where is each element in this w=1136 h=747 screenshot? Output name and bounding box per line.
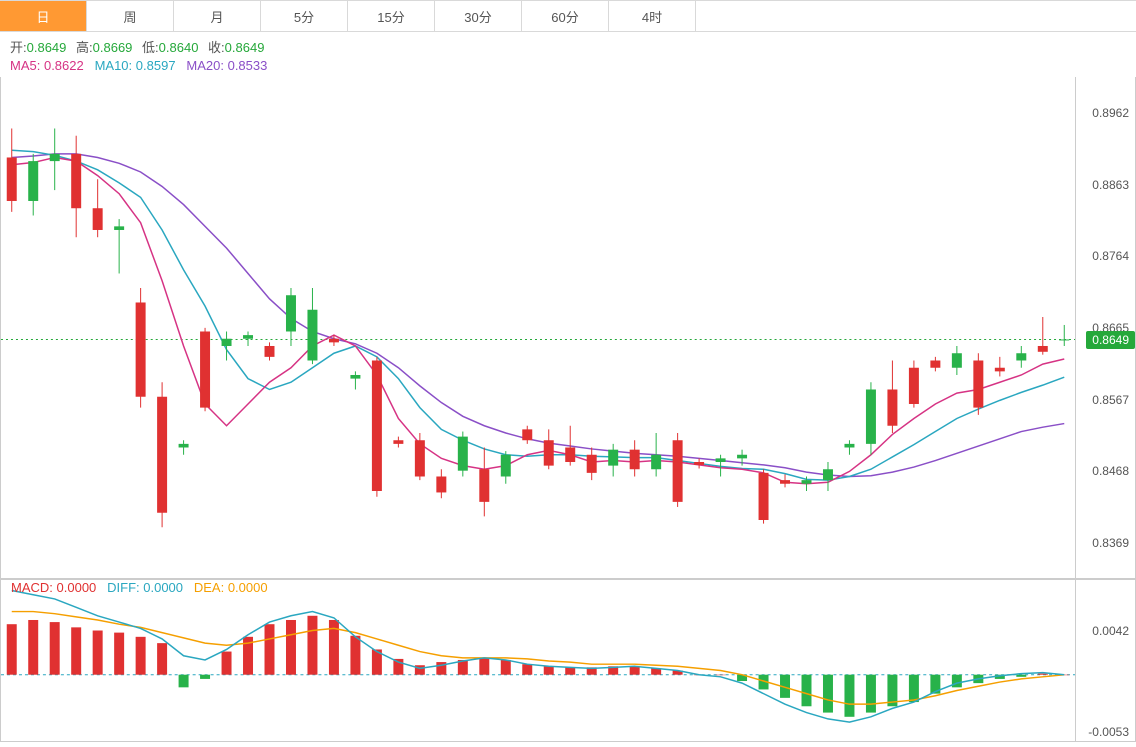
diff-value: 0.0000: [143, 580, 183, 595]
timeframe-tab[interactable]: 日: [0, 1, 87, 31]
diff-label: DIFF:: [107, 580, 140, 595]
y-tick: -0.0053: [1088, 725, 1129, 739]
timeframe-tab[interactable]: 60分: [522, 1, 609, 31]
low-label: 低:: [142, 40, 159, 55]
y-tick: 0.8863: [1092, 178, 1129, 192]
y-tick: 0.8764: [1092, 249, 1129, 263]
open-label: 开:: [10, 40, 27, 55]
dea-value: 0.0000: [228, 580, 268, 595]
ma5-value: 0.8622: [44, 58, 84, 73]
macd-label: MACD:: [11, 580, 53, 595]
candlestick-plot[interactable]: [1, 77, 1075, 578]
ma20-value: 0.8533: [228, 58, 268, 73]
ma20-label: MA20:: [186, 58, 224, 73]
ma5-label: MA5:: [10, 58, 40, 73]
low-value: 0.8640: [159, 40, 199, 55]
dea-label: DEA:: [194, 580, 224, 595]
ohlc-readout: 开:0.8649 高:0.8669 低:0.8640 收:0.8649: [0, 32, 1136, 58]
macd-chart[interactable]: MACD: 0.0000 DIFF: 0.0000 DEA: 0.0000 0.…: [0, 579, 1136, 742]
y-tick: 0.8962: [1092, 106, 1129, 120]
macd-value: 0.0000: [57, 580, 97, 595]
price-y-axis: 0.89620.88630.87640.86650.85670.84680.83…: [1075, 77, 1135, 578]
y-tick: 0.0042: [1092, 624, 1129, 638]
y-tick: 0.8567: [1092, 393, 1129, 407]
close-label: 收:: [208, 40, 225, 55]
ma10-value: 0.8597: [136, 58, 176, 73]
macd-readout: MACD: 0.0000 DIFF: 0.0000 DEA: 0.0000: [11, 580, 268, 595]
candlestick-chart[interactable]: 0.89620.88630.87640.86650.85670.84680.83…: [0, 77, 1136, 579]
timeframe-tab[interactable]: 月: [174, 1, 261, 31]
current-price-badge: 0.8649: [1086, 331, 1135, 349]
macd-plot[interactable]: [1, 580, 1075, 741]
timeframe-tab[interactable]: 周: [87, 1, 174, 31]
macd-y-axis: 0.0042 -0.0053: [1075, 580, 1135, 741]
ma-readout: MA5: 0.8622 MA10: 0.8597 MA20: 0.8533: [0, 58, 1136, 77]
high-value: 0.8669: [93, 40, 133, 55]
timeframe-tab[interactable]: 4时: [609, 1, 696, 31]
close-value: 0.8649: [225, 40, 265, 55]
timeframe-tab[interactable]: 5分: [261, 1, 348, 31]
ma10-label: MA10:: [95, 58, 133, 73]
timeframe-tab[interactable]: 30分: [435, 1, 522, 31]
high-label: 高:: [76, 40, 93, 55]
open-value: 0.8649: [27, 40, 67, 55]
timeframe-tab[interactable]: 15分: [348, 1, 435, 31]
y-tick: 0.8369: [1092, 536, 1129, 550]
y-tick: 0.8468: [1092, 464, 1129, 478]
timeframe-tabs: 日周月5分15分30分60分4时: [0, 0, 1136, 32]
